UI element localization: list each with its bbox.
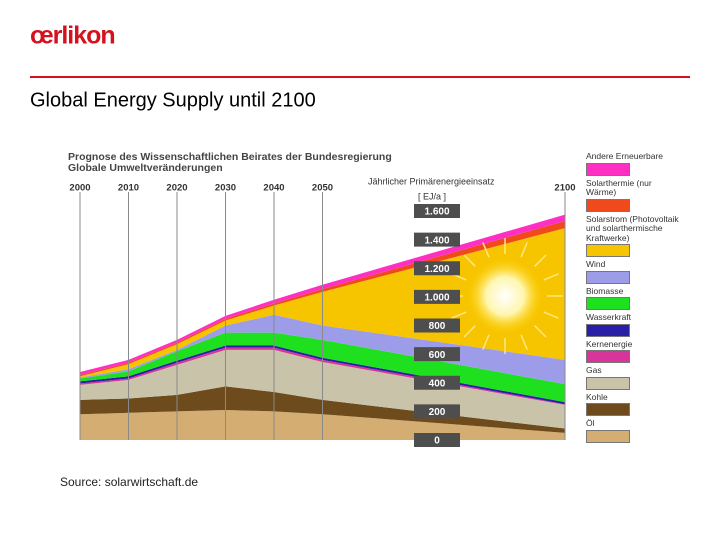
chart-title: Prognose des Wissenschaftlichen Beirates… — [68, 151, 392, 163]
legend-swatch — [586, 376, 630, 390]
legend-item: Solarstrom (Photovoltaik und solarthermi… — [586, 213, 682, 257]
y-tick-box — [414, 404, 460, 419]
y-tick-label: 200 — [429, 407, 446, 418]
legend-item: Gas — [586, 365, 682, 390]
legend-swatch — [586, 350, 630, 363]
sun-ray — [463, 325, 476, 338]
slide-title: Global Energy Supply until 2100 — [30, 89, 316, 111]
x-tick-label: 2100 — [554, 183, 575, 194]
y-tick-label: 1.200 — [424, 264, 449, 275]
ticks: 2000 2010 2020 2030 2040 2050 2100 0 200 400 600 80… — [69, 183, 576, 447]
y-tick-box — [414, 261, 460, 276]
sun-ray — [534, 254, 547, 267]
legend-label: Wasserkraft — [586, 312, 632, 322]
legend-item: Andere Erneuerbare — [586, 151, 682, 176]
legend-swatch — [586, 297, 630, 310]
legend-item: Öl — [586, 418, 682, 443]
x-tick-label: 2050 — [312, 183, 333, 194]
legend-label: Öl — [586, 418, 595, 428]
legend-swatch — [586, 270, 630, 284]
sun-ray — [482, 334, 490, 350]
legend-label: Andere Erneuerbare — [586, 151, 664, 161]
legend-swatch — [586, 162, 630, 176]
sun-ray — [451, 311, 467, 319]
sun-ray — [534, 325, 547, 338]
legend-label: Solarthermie (nur Wärme) — [586, 177, 652, 197]
area — [80, 332, 565, 403]
legend-label: Gas — [586, 365, 602, 375]
y-tick-label: 400 — [429, 378, 446, 389]
grid — [79, 192, 566, 440]
legend-item: Solarthermie (nur Wärme) — [586, 177, 682, 212]
sun-ray — [463, 254, 476, 267]
area — [80, 221, 565, 377]
y-tick-box — [414, 289, 460, 304]
y-tick-label: 600 — [429, 350, 446, 361]
y-tick-box — [414, 375, 460, 390]
x-tick-label: 2020 — [166, 183, 187, 194]
chart-subtitle: Globale Umweltveränderungen — [68, 162, 223, 174]
logo: œrlikon — [30, 22, 115, 50]
y-tick-label: 1.600 — [424, 207, 449, 218]
legend-item: Kohle — [586, 391, 682, 416]
y-tick-box — [414, 433, 460, 447]
y-tick-label: 1.000 — [424, 293, 449, 304]
y-axis-unit: [ EJ/a ] — [418, 191, 446, 201]
sun-ray — [543, 273, 559, 281]
legend: Öl Kohle Gas Kernenergie Wasserkraft Biomasse… — [586, 151, 682, 443]
sun-ray — [482, 242, 490, 258]
y-tick-label: 0 — [434, 436, 440, 447]
legend-label: Kernenergie — [586, 338, 633, 349]
legend-label: Wind — [586, 259, 606, 269]
legend-item: Kernenergie — [586, 338, 682, 363]
sun-ray — [520, 242, 528, 258]
area — [80, 214, 565, 375]
legend-item: Biomasse — [586, 285, 682, 310]
x-tick-label: 2000 — [69, 183, 90, 194]
legend-label: Kohle — [586, 391, 608, 402]
legend-item: Wind — [586, 259, 682, 284]
legend-swatch — [586, 323, 630, 337]
sun-ray — [520, 334, 528, 350]
y-tick-label: 1.400 — [424, 235, 449, 246]
x-tick-label: 2010 — [118, 183, 139, 194]
x-tick-label: 2040 — [263, 183, 284, 194]
legend-label: Solarstrom (Photovoltaik und solarthermi… — [586, 213, 679, 243]
x-tick-label: 2030 — [215, 183, 236, 194]
y-axis-label: Jährlicher Primärenergieeinsatz — [368, 176, 495, 186]
legend-swatch — [586, 403, 630, 416]
source: Source: solarwirtschaft.de — [60, 475, 198, 489]
y-tick-label: 800 — [429, 321, 446, 332]
sun-glow — [467, 258, 543, 334]
y-tick-box — [414, 232, 460, 247]
legend-label: Biomasse — [586, 285, 624, 296]
y-tick-box — [414, 204, 460, 218]
legend-swatch — [586, 429, 630, 443]
legend-swatch — [586, 244, 630, 257]
legend-item: Wasserkraft — [586, 312, 682, 337]
y-tick-box — [414, 318, 460, 333]
sun-ray — [543, 311, 559, 319]
y-tick-box — [414, 347, 460, 362]
legend-swatch — [586, 198, 630, 212]
